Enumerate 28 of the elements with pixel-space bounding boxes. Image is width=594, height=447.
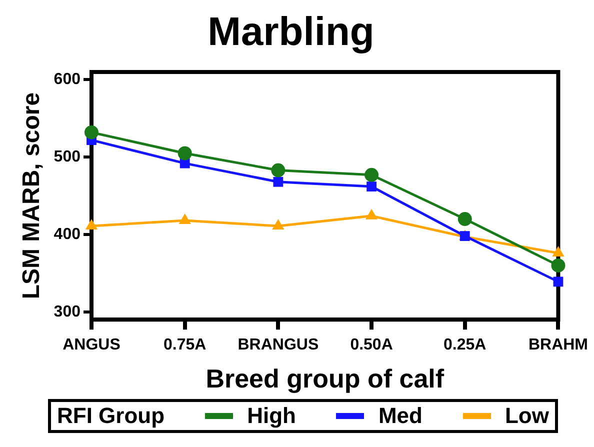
x-axis-title: Breed group of calf <box>206 364 444 394</box>
point <box>553 276 564 287</box>
x-tick-label: 0.25A <box>444 336 487 354</box>
y-tick-label: 600 <box>54 71 81 88</box>
point <box>552 246 564 257</box>
point <box>84 125 98 140</box>
x-tick-label: BRAHM <box>528 336 588 354</box>
legend-label: Med <box>378 403 422 429</box>
point <box>178 214 191 224</box>
point <box>366 182 376 192</box>
y-tick-label: 400 <box>54 226 81 243</box>
x-tick-label: 0.50A <box>350 336 394 354</box>
y-tick-label: 500 <box>54 148 81 166</box>
point <box>551 258 566 272</box>
point <box>364 168 379 182</box>
chart-title: Marbling <box>208 10 374 54</box>
x-tick-label: BRANGUS <box>238 336 319 354</box>
y-tick-label: 300 <box>54 303 81 320</box>
point <box>178 146 192 160</box>
point <box>273 176 284 187</box>
point <box>458 212 472 226</box>
x-tick-label: 0.75A <box>163 336 207 354</box>
legend-title: RFI Group <box>57 403 165 429</box>
y-axis-title: LSM MARB, score <box>18 92 46 300</box>
x-tick-label: ANGUS <box>62 336 121 354</box>
point <box>271 163 286 178</box>
legend-label: High <box>247 403 296 429</box>
legend-label: Low <box>504 403 549 429</box>
